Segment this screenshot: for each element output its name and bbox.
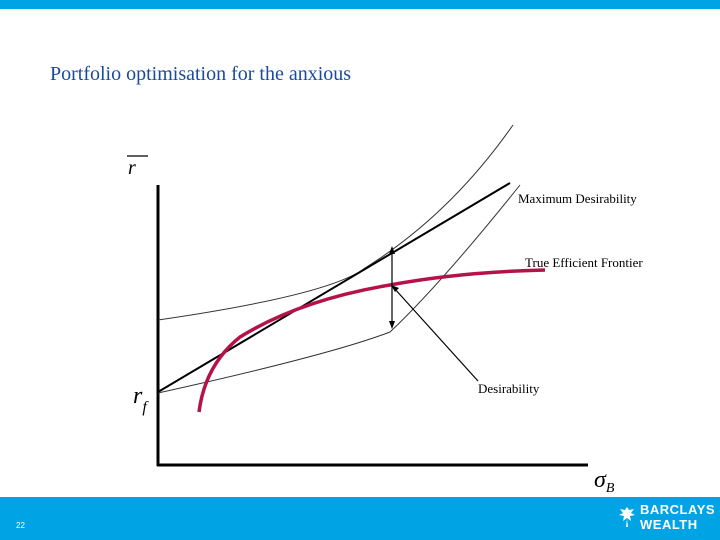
x-axis-label: σB bbox=[594, 467, 615, 496]
true-efficient-frontier-label: True Efficient Frontier bbox=[525, 255, 643, 270]
tangent-line bbox=[157, 182, 511, 393]
eagle-icon bbox=[619, 507, 635, 527]
upper-curve bbox=[157, 124, 514, 321]
efficient-frontier-diagram: r rf σB Maximum Desirability True Effici… bbox=[127, 124, 643, 496]
rf-label-main: r bbox=[133, 383, 143, 409]
brand-line2: WEALTH bbox=[640, 517, 698, 532]
barclays-wealth-logo: BARCLAYS WEALTH bbox=[616, 501, 716, 535]
lower-curve bbox=[157, 184, 521, 394]
desirability-arrow-head-bottom bbox=[389, 321, 395, 329]
maximum-desirability-label: Maximum Desirability bbox=[518, 191, 637, 206]
desirability-pointer-head bbox=[391, 285, 399, 292]
x-axis-label-subscript: B bbox=[606, 481, 615, 496]
footer-bar: 22 BARCLAYS WEALTH bbox=[0, 497, 720, 540]
top-accent-bar bbox=[0, 0, 720, 9]
brand-line1: BARCLAYS bbox=[640, 502, 716, 517]
rf-label: rf bbox=[133, 383, 149, 416]
desirability-label: Desirability bbox=[478, 381, 540, 396]
desirability-pointer bbox=[393, 287, 479, 382]
rf-label-subscript: f bbox=[142, 399, 149, 416]
page-number: 22 bbox=[16, 521, 25, 530]
true-efficient-frontier-curve bbox=[197, 268, 546, 413]
x-axis-label-main: σ bbox=[594, 467, 607, 493]
slide-title: Portfolio optimisation for the anxious bbox=[50, 63, 352, 85]
y-axis-label: r bbox=[128, 157, 136, 179]
desirability-arrow-head-top bbox=[389, 246, 395, 254]
